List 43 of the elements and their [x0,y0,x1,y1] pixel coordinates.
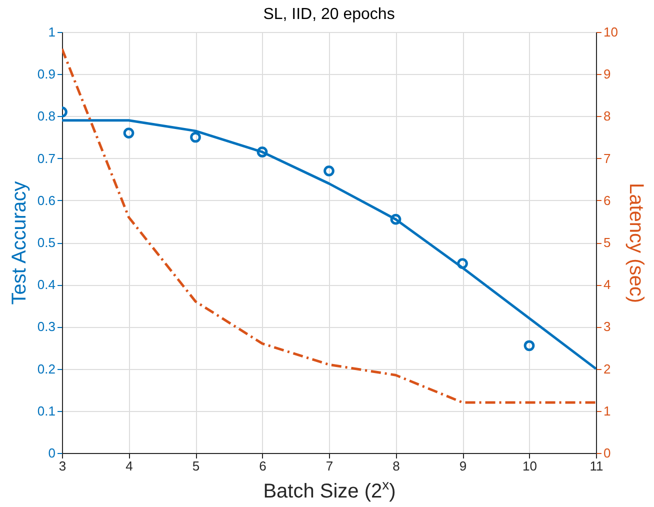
y-tick-label: 0.3 [37,319,56,334]
chart-title: SL, IID, 20 epochs [263,6,395,23]
x-tick-label: 10 [522,458,537,474]
y2-tick-label: 5 [604,235,611,250]
y2-axis-title: Latency (sec) [624,182,647,304]
y2-tick-label: 4 [604,277,611,292]
x-tick-label: 5 [192,458,200,474]
y-tick-label: 0 [48,446,56,460]
y-tick-label: 0.9 [37,66,56,82]
y-tick-label: 1 [48,24,56,40]
point [524,340,535,352]
y-tick-label: 0.8 [37,108,56,124]
y2-tick-label: 6 [604,192,611,208]
y-tick-label: 0.6 [37,192,56,208]
x-tick-label: 4 [126,458,133,474]
y-tick-label: 0.1 [37,403,56,418]
point [324,166,334,176]
x-tick-label: 11 [590,458,604,474]
y-axis-title: Test Accuracy [8,181,30,305]
y2-tick-label: 9 [604,66,611,82]
line-series [62,48,596,404]
x-tick-label: 8 [392,458,400,474]
y-tick-label: 0.2 [37,361,56,376]
x-axis-title: Batch Size (2$^{x}$) [263,476,396,502]
y2-tick-label: 0 [604,446,611,460]
point [256,146,268,158]
y2-tick-label: 2 [604,361,611,376]
y2-tick-label: 7 [604,150,611,166]
y2-tick-label: 10 [604,24,618,40]
y2-tick-label: 8 [604,108,611,124]
point [190,132,201,143]
point [390,214,402,225]
x-tick-label: 7 [326,458,334,474]
x-tick-label: 6 [259,458,266,474]
y2-tick-label: 3 [604,319,611,334]
y-tick-label: 0.4 [37,277,56,292]
point [457,258,468,269]
x-tick-label: 3 [58,458,66,474]
y-tick-label: 0.5 [37,235,56,250]
x-tick-label: 9 [459,458,467,474]
y2-tick-label: 1 [604,403,611,418]
y-tick-label: 0.7 [37,150,56,166]
point [123,128,134,138]
